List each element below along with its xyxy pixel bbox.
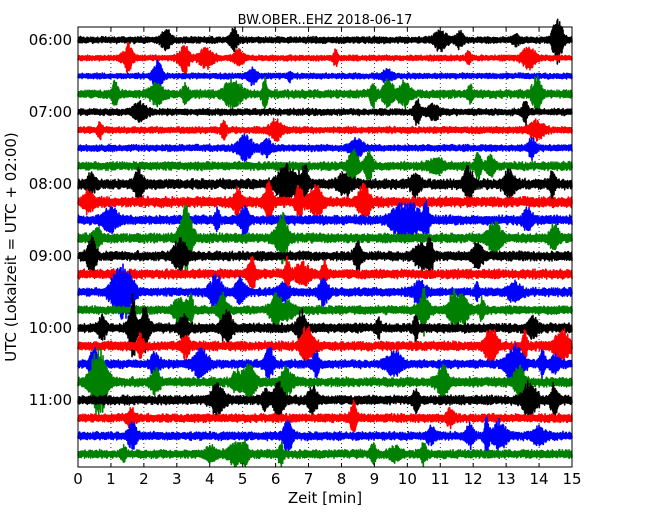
y-tick-label: 10:00 bbox=[29, 319, 72, 337]
trace-0730 bbox=[77, 133, 573, 162]
x-tick-label: 6 bbox=[271, 470, 281, 488]
trace-0630 bbox=[77, 59, 573, 94]
trace-1000 bbox=[77, 292, 573, 358]
y-axis-label: UTC (Lokalzeit = UTC + 02:00) bbox=[2, 132, 20, 362]
x-axis-label: Zeit [min] bbox=[288, 489, 362, 507]
trace-1145 bbox=[77, 439, 573, 468]
trace-1015 bbox=[77, 325, 573, 368]
x-tick-label: 3 bbox=[172, 470, 182, 488]
trace-0830 bbox=[77, 200, 573, 240]
x-tick-label: 8 bbox=[337, 470, 347, 488]
x-tick-label: 2 bbox=[139, 470, 149, 488]
x-tick-label: 5 bbox=[238, 470, 248, 488]
x-tick-label: 12 bbox=[464, 470, 483, 488]
trace-0845 bbox=[77, 203, 573, 271]
trace-0930 bbox=[77, 263, 573, 320]
trace-0945 bbox=[77, 287, 573, 337]
plot-frame bbox=[77, 26, 573, 468]
trace-0600 bbox=[77, 18, 573, 65]
x-tick-label: 13 bbox=[497, 470, 516, 488]
x-tick-label: 1 bbox=[106, 470, 116, 488]
trace-1115 bbox=[77, 399, 573, 433]
x-tick-label: 15 bbox=[562, 470, 581, 488]
trace-1100 bbox=[77, 379, 573, 420]
y-tick-label: 06:00 bbox=[29, 31, 72, 49]
trace-1130 bbox=[77, 416, 573, 456]
trace-0900 bbox=[77, 234, 573, 279]
trace-0815 bbox=[77, 180, 573, 223]
x-tick-label: 7 bbox=[304, 470, 314, 488]
y-tick-label: 07:00 bbox=[29, 103, 72, 121]
trace-0715 bbox=[77, 117, 573, 142]
seismogram-traces bbox=[77, 18, 573, 468]
chart-title: BW.OBER..EHZ 2018-06-17 bbox=[238, 13, 413, 28]
trace-0700 bbox=[77, 98, 573, 127]
trace-0645 bbox=[77, 75, 573, 113]
tick-labels: 0 1 2 3 4 5 6 7 8 9 10 11 12 13 14 1506:0007:0008:0009:… bbox=[29, 31, 582, 488]
x-tick-label: 4 bbox=[205, 470, 215, 488]
x-tick-label: 9 bbox=[370, 470, 380, 488]
trace-1045 bbox=[77, 346, 573, 418]
trace-1030 bbox=[77, 342, 573, 385]
x-tick-label: 14 bbox=[530, 470, 549, 488]
trace-0615 bbox=[77, 41, 573, 75]
y-tick-label: 11:00 bbox=[29, 391, 72, 409]
x-tick-label: 0 bbox=[73, 470, 83, 488]
trace-0745 bbox=[77, 148, 573, 183]
x-tick-label: 10 bbox=[398, 470, 417, 488]
y-tick-label: 08:00 bbox=[29, 175, 72, 193]
trace-0800 bbox=[77, 162, 573, 207]
y-tick-label: 09:00 bbox=[29, 247, 72, 265]
trace-0915 bbox=[77, 255, 573, 294]
x-tick-label: 11 bbox=[431, 470, 450, 488]
